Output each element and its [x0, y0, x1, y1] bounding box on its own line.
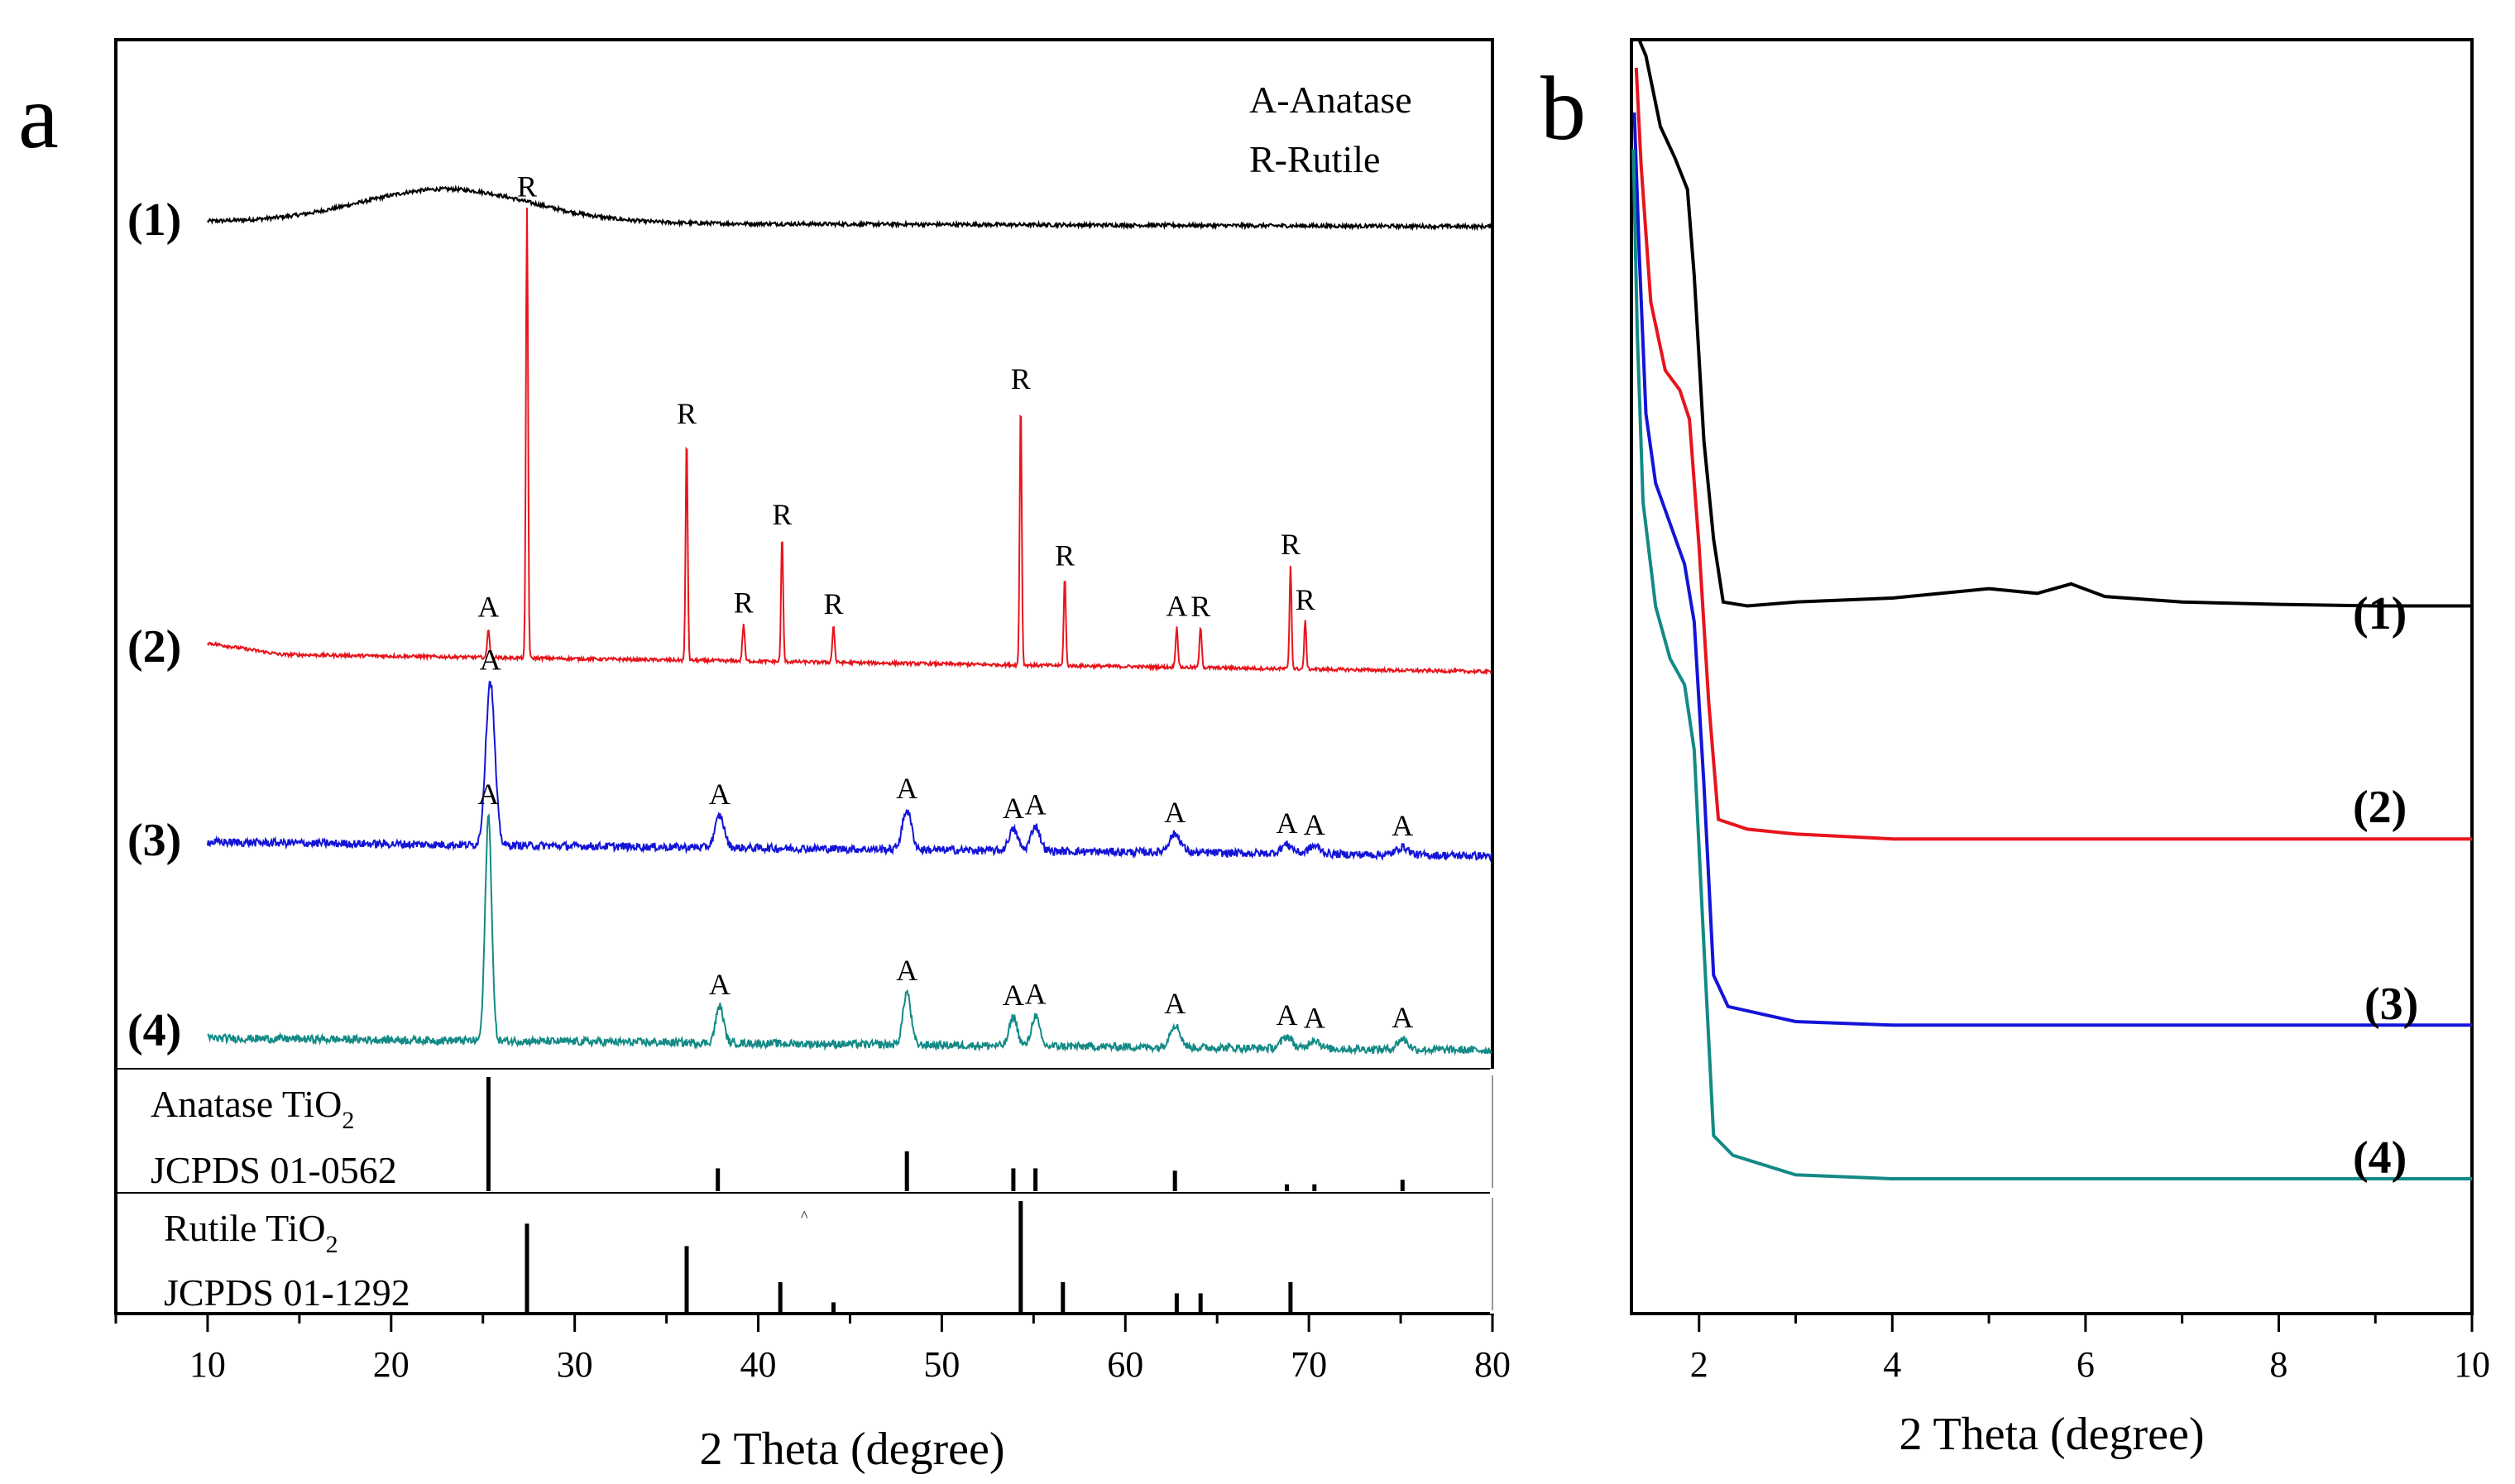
- rutile-ref-subscript: 2: [326, 1231, 338, 1258]
- peak-label-4-6: A: [1277, 998, 1298, 1032]
- legend-rutile: R-Rutile: [1249, 138, 1380, 180]
- peak-label-4-4: A: [1025, 978, 1047, 1011]
- b-curve-3: [1632, 112, 2472, 1027]
- b-tick-label-6: 6: [2077, 1344, 2095, 1385]
- peak-label-3-3: A: [1003, 792, 1024, 825]
- curve-4: [207, 813, 1492, 1056]
- legend-anatase: A-Anatase: [1249, 79, 1412, 121]
- panel-a-x-title: 2 Theta (degree): [700, 1424, 1005, 1475]
- panel-b-x-axis: 2 4 6 8 10: [1690, 1314, 2490, 1385]
- panel-a-curves: [206, 184, 1493, 1056]
- anatase-ref-name: Anatase TiO: [151, 1083, 342, 1125]
- peak-label-4-7: A: [1304, 1002, 1325, 1035]
- peak-label-2-0: A: [477, 591, 499, 624]
- peak-label-4-3: A: [1003, 979, 1024, 1012]
- reference-sticks: [486, 1077, 1405, 1314]
- anatase-ref-subscript: 2: [342, 1107, 354, 1134]
- peak-label-3-1: A: [709, 778, 731, 811]
- curve-3-label: (3): [127, 815, 181, 866]
- panel-a-x-axis: 10 20 30 40 50 60 70 80: [114, 1314, 1511, 1385]
- stray-caret: ^: [801, 1208, 808, 1224]
- rutile-ref-label: Rutile TiO2: [164, 1207, 338, 1258]
- rutile-ref-name: Rutile TiO: [164, 1207, 326, 1249]
- peak-label-4-8: A: [1392, 1001, 1413, 1034]
- b-curve-4-label: (4): [2353, 1132, 2407, 1184]
- peak-label-4-5: A: [1164, 987, 1186, 1020]
- curve-2: [207, 207, 1492, 676]
- peak-label-4-2: A: [896, 954, 917, 987]
- panel-a-letter: a: [18, 66, 59, 167]
- peak-label-4-0: A: [477, 778, 499, 811]
- curve-1-label: (1): [127, 194, 181, 246]
- a-tick-label-10: 10: [189, 1344, 226, 1385]
- panel-b-frame: [1630, 38, 2474, 1315]
- b-tick-label-8: 8: [2269, 1344, 2287, 1385]
- peak-label-3-4: A: [1025, 787, 1047, 821]
- peak-label-3-6: A: [1277, 807, 1298, 840]
- peak-label-2-10: R: [1281, 528, 1301, 561]
- peak-label-2-5: R: [823, 587, 843, 620]
- panel-a-frame: [114, 38, 1494, 1315]
- a-tick-label-60: 60: [1107, 1344, 1143, 1385]
- curve-2-label: (2): [127, 621, 181, 673]
- a-tick-label-70: 70: [1291, 1344, 1327, 1385]
- curve-3: [206, 681, 1493, 863]
- peak-label-2-2: R: [677, 397, 697, 430]
- peak-label-2-8: A: [1166, 590, 1187, 623]
- b-tick-label-2: 2: [1690, 1344, 1708, 1385]
- panel-b-letter: b: [1540, 58, 1586, 159]
- a-tick-label-30: 30: [557, 1344, 593, 1385]
- peak-label-2-11: R: [1296, 583, 1315, 616]
- b-curve-2: [1634, 67, 2472, 841]
- b-tick-label-10: 10: [2454, 1344, 2490, 1385]
- a-tick-label-40: 40: [740, 1344, 777, 1385]
- a-tick-label-80: 80: [1474, 1344, 1511, 1385]
- panel-b-curves: [1631, 39, 2472, 1180]
- panel-b-x-title: 2 Theta (degree): [1899, 1409, 2205, 1460]
- peak-label-2-1: R: [517, 170, 537, 203]
- a-tick-label-20: 20: [373, 1344, 410, 1385]
- b-curve-3-label: (3): [2364, 979, 2418, 1030]
- peak-label-3-7: A: [1304, 808, 1325, 841]
- peak-label-3-5: A: [1164, 796, 1186, 829]
- curve-1: [207, 184, 1493, 232]
- peak-label-2-7: R: [1055, 539, 1075, 572]
- b-curve-1: [1637, 39, 2472, 608]
- peak-label-2-9: R: [1190, 590, 1210, 623]
- peak-label-3-2: A: [896, 772, 917, 805]
- peak-label-2-4: R: [772, 498, 792, 531]
- curve-4-label: (4): [127, 1005, 181, 1056]
- peak-label-2-3: R: [734, 586, 754, 619]
- peak-label-3-8: A: [1392, 809, 1413, 842]
- b-curve-2-label: (2): [2353, 782, 2407, 833]
- anatase-ref-card: JCPDS 01-0562: [151, 1149, 397, 1191]
- rutile-ref-card: JCPDS 01-1292: [164, 1271, 410, 1314]
- anatase-ref-label: Anatase TiO2: [151, 1083, 354, 1134]
- a-tick-label-50: 50: [923, 1344, 960, 1385]
- peak-label-3-0: A: [480, 643, 501, 676]
- peak-label-2-6: R: [1011, 362, 1031, 395]
- b-curve-4: [1631, 148, 2472, 1180]
- b-curve-1-label: (1): [2353, 588, 2407, 639]
- peak-label-4-1: A: [709, 968, 731, 1001]
- b-tick-label-4: 4: [1883, 1344, 1901, 1385]
